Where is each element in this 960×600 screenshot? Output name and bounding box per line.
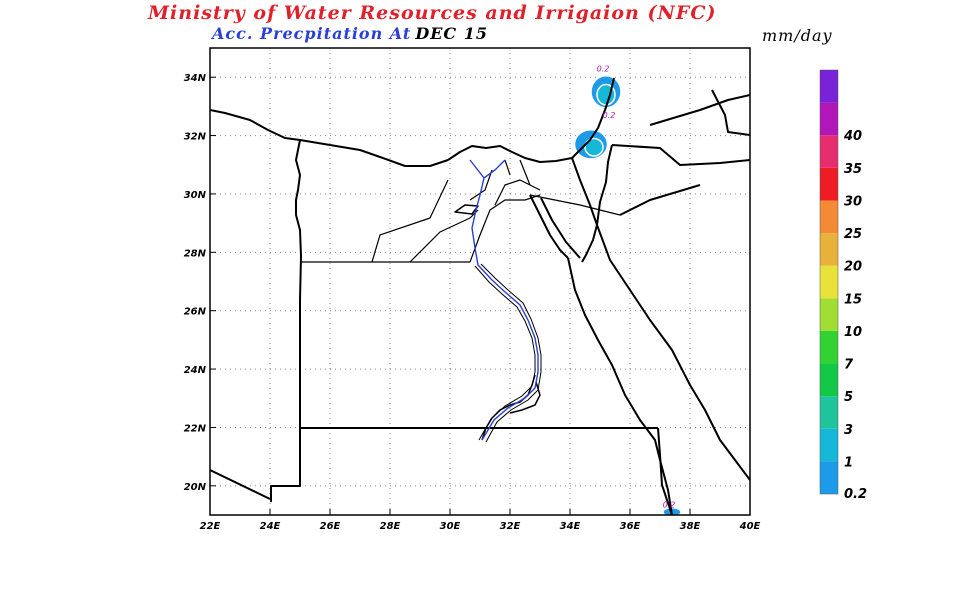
contour-labels: 0.2 0.2 0.2 [597, 64, 676, 509]
colorbar-label: 30 [844, 194, 862, 209]
nile-banks [474, 263, 542, 443]
units-label: mm/day [762, 26, 833, 45]
colorbar-segment [820, 298, 838, 331]
lon-tick-label: 24E [260, 521, 281, 532]
colorbar-label: 25 [844, 227, 862, 242]
precip-patch [584, 137, 604, 157]
syria-iraq-border [711, 89, 750, 136]
gulf-of-suez-west [529, 194, 569, 259]
map-subtitle: Acc. Precpitation At DEC 15 [212, 24, 488, 43]
colorbar-label: 7 [844, 358, 854, 373]
colorbar-segment [820, 167, 838, 201]
lon-tick-label: 26E [320, 521, 341, 532]
jordan-iraq-border [649, 94, 750, 126]
lat-tick-label: 20N [184, 482, 207, 493]
colorbar-label: 15 [844, 292, 862, 307]
lon-tick-label: 28E [380, 521, 401, 532]
colorbar-segment [820, 363, 838, 397]
lat-tick-label: 30N [184, 190, 207, 201]
colorbar-label: 10 [844, 325, 862, 340]
colorbar-label: 3 [844, 423, 853, 438]
colorbar-segment [820, 135, 838, 168]
axis-ticks: 22E 24E 26E 28E 30E 32E 34E 36E 38E 40E 20N 22N 24N 2… [184, 73, 761, 532]
colorbar-segment [820, 265, 838, 299]
egypt-libya-border [270, 139, 302, 502]
halaib-border [657, 427, 673, 515]
colorbar-label: 0.2 [844, 487, 867, 502]
lat-tick-label: 32N [184, 132, 207, 143]
colorbar-segment [820, 102, 838, 136]
colorbar-segment [820, 70, 838, 103]
lon-tick-label: 34E [560, 521, 581, 532]
libya-coast [210, 109, 449, 167]
colorbar-segment [820, 200, 838, 234]
colorbar-label: 1 [844, 455, 853, 470]
levant-coast [571, 77, 615, 159]
lon-tick-label: 30E [440, 521, 461, 532]
colorbar-segment [820, 461, 838, 494]
lat-tick-label: 22N [184, 423, 207, 434]
colorbar-segment [820, 233, 838, 266]
contour-label: 0.2 [663, 501, 676, 510]
nile-river [469, 159, 539, 441]
lon-tick-label: 32E [500, 521, 521, 532]
gulf-of-aqaba [581, 224, 598, 263]
lat-tick-label: 24N [184, 365, 207, 376]
lon-tick-label: 38E [680, 521, 701, 532]
country-borders [210, 77, 750, 515]
contour-label: 0.2 [603, 111, 616, 120]
saudi-inner-border [619, 184, 701, 216]
colorbar-segment [820, 396, 838, 429]
colorbar-label: 35 [844, 162, 862, 177]
sinai-israel-border [571, 157, 598, 226]
colorbar-label: 40 [843, 129, 862, 144]
colorbar-frame [819, 69, 839, 495]
colorbar-label: 20 [844, 260, 862, 275]
lat-tick-label: 28N [184, 248, 207, 259]
lat-tick-label: 26N [184, 307, 207, 318]
libya-chad-border [210, 469, 271, 500]
precip-patches [573, 74, 682, 515]
contour-label: 0.2 [597, 64, 610, 73]
map-gridlines [209, 48, 751, 515]
lon-tick-label: 22E [200, 521, 221, 532]
red-sea-west-coast [567, 257, 673, 515]
map-title: Ministry of Water Resources and Irrigaio… [148, 2, 717, 24]
lake-qarun [454, 204, 479, 215]
lon-tick-label: 40E [739, 521, 761, 532]
gulf-of-suez-east [540, 197, 581, 259]
lon-tick-label: 36E [620, 521, 641, 532]
map-date: DEC 15 [415, 24, 488, 43]
lat-tick-label: 34N [184, 73, 207, 84]
red-sea-east-coast [596, 224, 750, 481]
colorbar-segment [820, 330, 838, 364]
subtitle-text: Acc. Precpitation At [212, 24, 412, 43]
lake-nasser [481, 374, 541, 441]
governorate-lines [300, 159, 621, 263]
map-frame [209, 47, 751, 516]
egypt-mediterranean-coast [447, 145, 573, 163]
colorbar-segment [820, 428, 838, 462]
colorbar-label: 5 [844, 390, 853, 405]
jordan-saudi-border [611, 144, 750, 166]
